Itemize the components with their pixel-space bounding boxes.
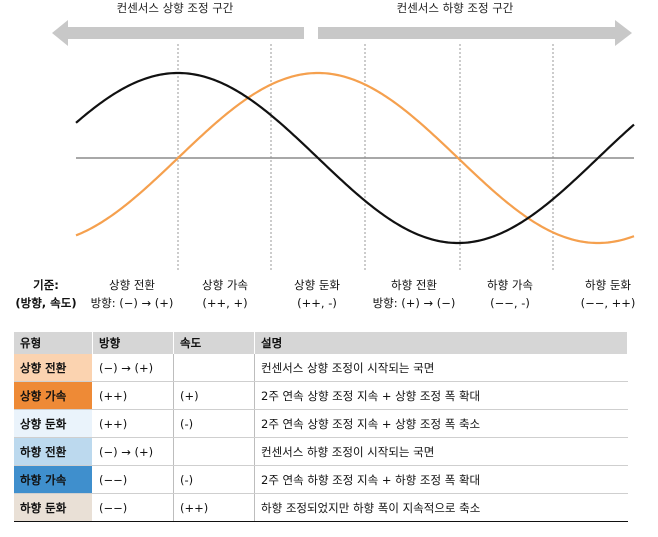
direction-cell: (−−) <box>92 465 174 494</box>
description-cell: 2주 연속 상향 조정 지속 + 상향 조정 폭 확대 <box>254 381 628 410</box>
phase-name: 상향 가속 <box>202 278 248 292</box>
table-row: 상향 가속 (++) (+) 2주 연속 상향 조정 지속 + 상향 조정 폭 확대 <box>14 381 628 410</box>
table-row: 하향 가속 (−−) (-) 2주 연속 하향 조정 지속 + 하향 조정 폭 확대 <box>14 465 628 494</box>
phase-name: 하향 가속 <box>487 278 533 292</box>
phase-value: (++, +) <box>202 296 248 310</box>
direction-cell: (−) → (+) <box>92 437 174 466</box>
description-cell: 2주 연속 하향 조정 지속 + 하향 조정 폭 확대 <box>254 465 628 494</box>
table-row: 하향 전환 (−) → (+) 컨센서스 하향 조정이 시작되는 국면 <box>14 437 628 466</box>
phase-value: (−−, ++) <box>580 296 636 310</box>
phase-value: 방향: (+) → (−) <box>372 296 456 310</box>
type-cell: 상향 가속 <box>14 381 93 410</box>
phase-up-turn: 상향 전환 방향: (−) → (+) <box>82 276 182 312</box>
phase-name: 상향 전환 <box>109 278 155 292</box>
description-cell: 컨센서스 하향 조정이 시작되는 국면 <box>254 437 628 466</box>
direction-cell: (−) → (+) <box>92 354 174 382</box>
description-cell: 컨센서스 상향 조정이 시작되는 국면 <box>254 354 628 382</box>
speed-cell: (++) <box>173 493 255 522</box>
table-row: 상향 전환 (−) → (+) 컨센서스 상향 조정이 시작되는 국면 <box>14 354 628 382</box>
criteria-header-line2: (방향, 속도) <box>15 296 77 310</box>
up-banner-label: 컨센서스 상향 조정 구간 <box>117 1 234 15</box>
phase-value: (++, -) <box>297 296 337 310</box>
phase-up-accel: 상향 가속 (++, +) <box>180 276 270 312</box>
speed-cell: (+) <box>173 381 255 410</box>
phase-name: 하향 둔화 <box>585 278 631 292</box>
type-cell: 하향 가속 <box>14 465 93 494</box>
phase-name: 하향 전환 <box>391 278 437 292</box>
speed-cell: (-) <box>173 465 255 494</box>
direction-cell: (++) <box>92 409 174 438</box>
black-wave-line <box>75 71 635 245</box>
header-speed: 속도 <box>173 332 255 354</box>
description-cell: 2주 연속 상향 조정 지속 + 상향 조정 폭 축소 <box>254 409 628 438</box>
type-cell: 하향 전환 <box>14 437 93 466</box>
up-adjustment-banner <box>52 20 304 46</box>
criteria-header-line1: 기준: <box>33 278 59 292</box>
header-description: 설명 <box>254 332 628 354</box>
criteria-header: 기준: (방향, 속도) <box>2 276 90 312</box>
description-cell: 하향 조정되었지만 하향 폭이 지속적으로 축소 <box>254 493 628 522</box>
direction-cell: (−−) <box>92 493 174 522</box>
phase-type-table: 유형 방향 속도 설명 상향 전환 (−) → (+) 컨센서스 상향 조정이 시작… <box>14 332 628 522</box>
phase-value: 방향: (−) → (+) <box>90 296 174 310</box>
phase-down-accel: 하향 가속 (−−, -) <box>462 276 558 312</box>
down-banner-label: 컨센서스 하향 조정 구간 <box>397 1 514 15</box>
phase-up-slow: 상향 둔화 (++, -) <box>272 276 362 312</box>
down-adjustment-banner <box>318 20 632 46</box>
speed-cell <box>173 354 255 382</box>
direction-cell: (++) <box>92 381 174 410</box>
type-cell: 상향 전환 <box>14 354 93 382</box>
table-header-row: 유형 방향 속도 설명 <box>14 332 628 354</box>
type-cell: 상향 둔화 <box>14 409 93 438</box>
header-type: 유형 <box>14 332 93 354</box>
phase-value: (−−, -) <box>490 296 530 310</box>
orange-wave-line <box>75 71 635 245</box>
table-row: 하향 둔화 (−−) (++) 하향 조정되었지만 하향 폭이 지속적으로 축소 <box>14 493 628 522</box>
header-direction: 방향 <box>92 332 174 354</box>
speed-cell <box>173 437 255 466</box>
type-cell: 하향 둔화 <box>14 493 93 522</box>
phase-down-slow: 하향 둔화 (−−, ++) <box>560 276 656 312</box>
speed-cell: (-) <box>173 409 255 438</box>
phase-name: 상향 둔화 <box>294 278 340 292</box>
phase-down-turn: 하향 전환 방향: (+) → (−) <box>364 276 464 312</box>
table-row: 상향 둔화 (++) (-) 2주 연속 상향 조정 지속 + 상향 조정 폭 축소 <box>14 409 628 438</box>
cycle-diagram: 컨센서스 상향 조정 구간 컨센서스 하향 조정 구간 <box>52 1 635 272</box>
